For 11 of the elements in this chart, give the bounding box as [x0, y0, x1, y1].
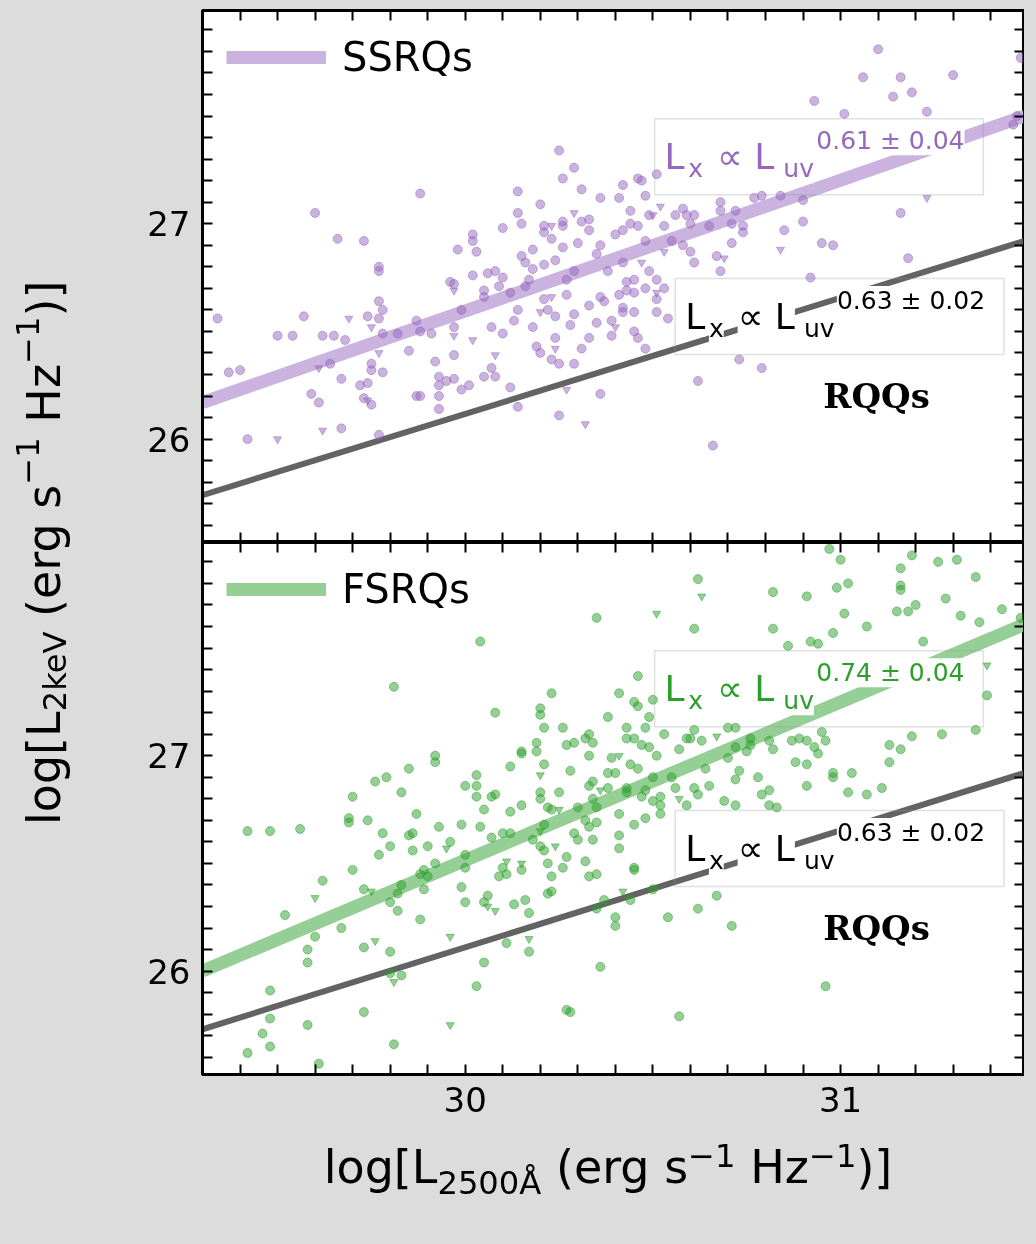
- x-tick-label: 31: [818, 1079, 863, 1120]
- y-tick-label: 26: [147, 419, 191, 460]
- annotation: RQQs: [823, 376, 930, 417]
- annotation: RQQs: [823, 908, 930, 949]
- x-tick-label: 30: [443, 1079, 487, 1120]
- legend-label: FSRQs: [342, 566, 470, 612]
- x-axis-title: log[L$_{2500Å}$ (erg s$^{−1}$ Hz$^{−1}$)]: [322, 1136, 894, 1204]
- y-tick-label: 26: [147, 951, 191, 992]
- y-tick-label: 27: [147, 736, 191, 777]
- legend-label: SSRQs: [342, 34, 473, 80]
- y-tick-label: 27: [147, 204, 191, 245]
